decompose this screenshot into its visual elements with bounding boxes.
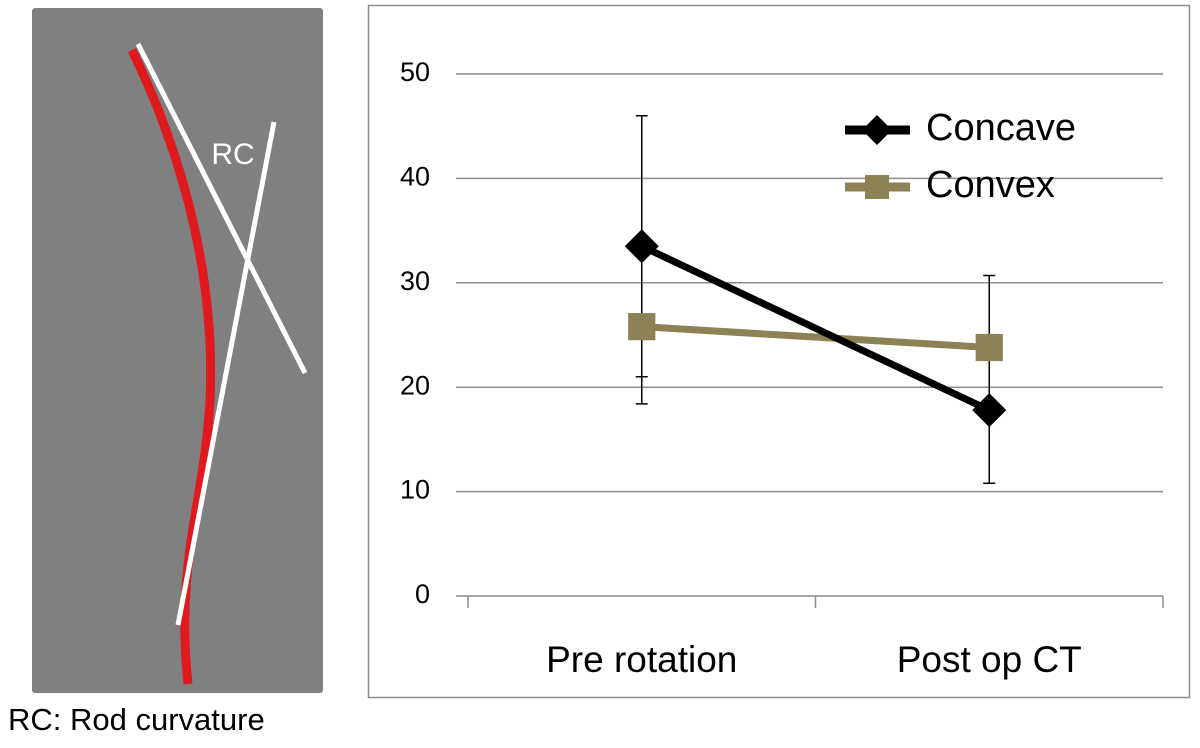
diagram-panel [32, 8, 323, 693]
y-tick-label: 40 [400, 162, 430, 192]
x-tick-label: Post op CT [897, 639, 1082, 680]
caption: RC: Rod curvature [8, 702, 265, 737]
reference-line [135, 42, 308, 375]
marker [862, 115, 892, 145]
x-tick-label: Pre rotation [546, 639, 737, 680]
marker [628, 313, 656, 341]
marker [972, 393, 1007, 428]
reference-line [175, 121, 277, 626]
legend-label: Concave [926, 107, 1076, 149]
y-tick-label: 30 [400, 266, 430, 296]
y-tick-label: 10 [400, 475, 430, 505]
marker [624, 229, 659, 264]
y-tick-label: 0 [415, 579, 430, 609]
legend-label: Convex [926, 164, 1055, 206]
chart-frame [367, 4, 1191, 699]
marker [975, 333, 1003, 362]
series-line [641, 323, 990, 352]
diagram-label: RC [211, 138, 254, 171]
series-line [640, 243, 991, 414]
marker [865, 175, 889, 199]
plot: 0 10 20 30 40 50 Pre rotation Post op CT Concave… [400, 57, 1164, 680]
y-tick-label: 50 [400, 57, 430, 87]
y-tick-label: 20 [400, 370, 430, 400]
